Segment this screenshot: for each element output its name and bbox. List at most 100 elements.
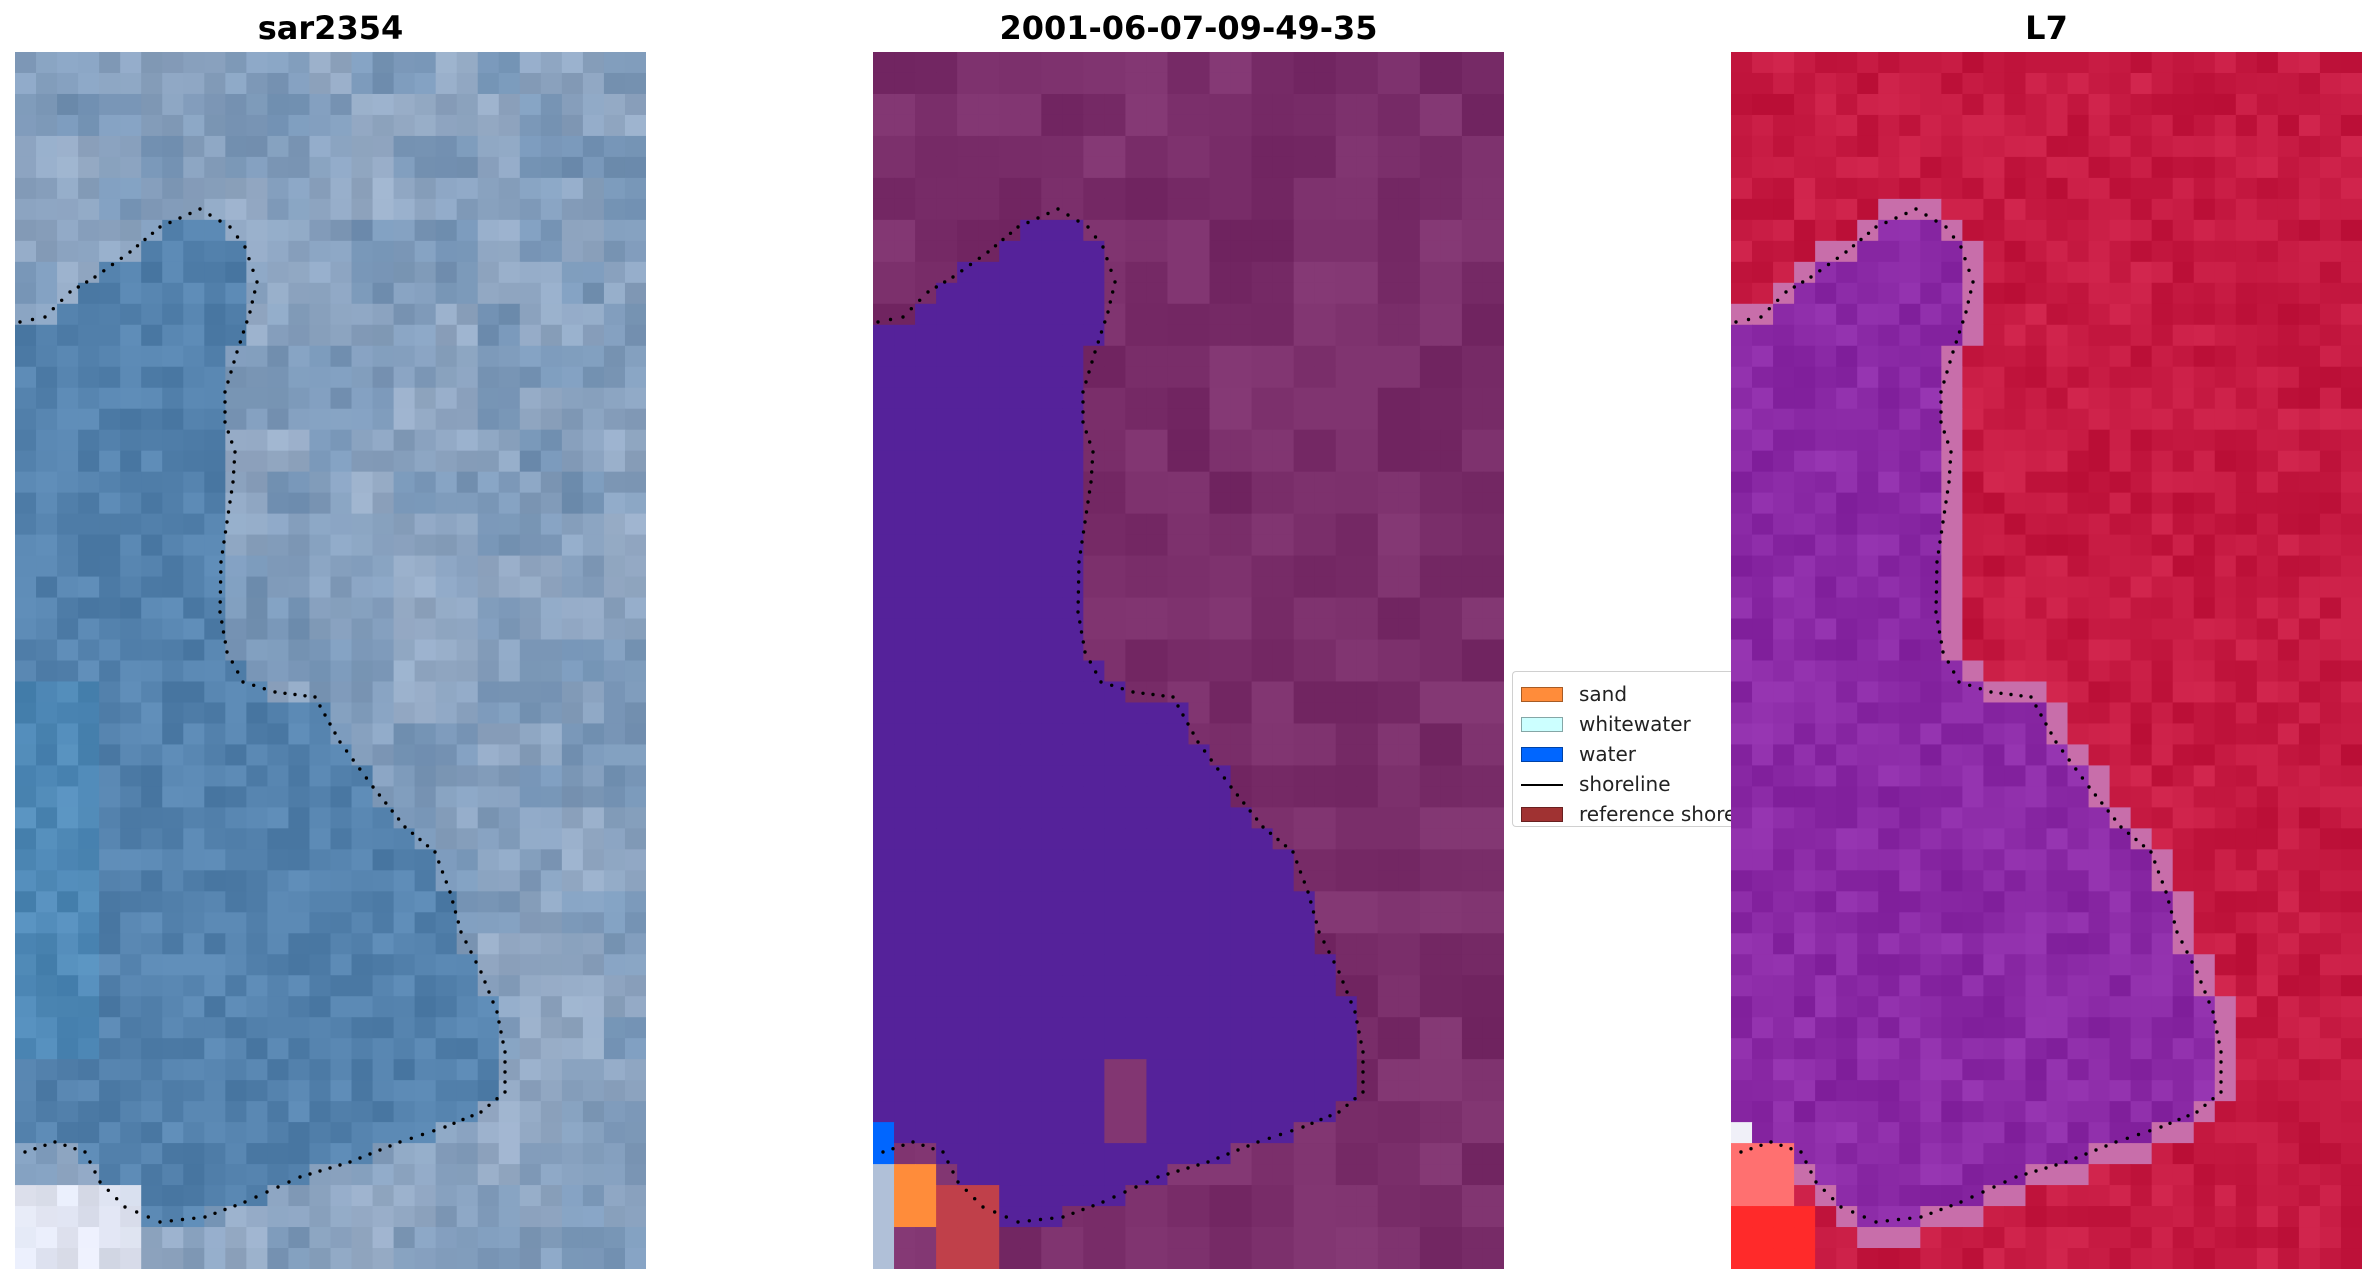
rgb-pixel: [582, 681, 605, 704]
class-pixel: [1335, 618, 1358, 641]
index-pixel: [1983, 1059, 2006, 1081]
rgb-pixel: [225, 912, 247, 934]
index-pixel: [2088, 303, 2111, 326]
index-pixel: [1857, 639, 1879, 662]
class-pixel: [1272, 1038, 1295, 1060]
class-pixel: [1188, 849, 1211, 871]
index-pixel: [2151, 534, 2174, 557]
rgb-pixel: [561, 135, 584, 158]
class-pixel: [1398, 1185, 1421, 1207]
rgb-pixel: [330, 324, 353, 347]
rgb-pixel: [393, 534, 416, 557]
index-pixel: [1752, 534, 1774, 557]
index-pixel: [2046, 996, 2069, 1018]
class-pixel: [1251, 849, 1274, 871]
index-pixel: [2340, 534, 2362, 557]
class-pixel: [1356, 1248, 1379, 1269]
rgb-pixel: [414, 849, 437, 871]
rgb-pixel: [36, 408, 58, 431]
class-pixel: [1104, 324, 1126, 347]
index-pixel: [1899, 639, 1921, 662]
class-pixel: [1167, 870, 1190, 892]
class-pixel: [1293, 723, 1316, 746]
rgb-pixel: [78, 639, 100, 662]
class-pixel: [1377, 450, 1400, 473]
rgb-pixel: [78, 954, 100, 976]
rgb-pixel: [141, 408, 163, 431]
rgb-pixel: [477, 933, 500, 955]
index-pixel: [2298, 177, 2321, 200]
class-pixel: [1083, 1017, 1105, 1039]
index-pixel: [1731, 324, 1753, 347]
index-pixel: [2298, 996, 2321, 1018]
index-pixel: [2193, 975, 2216, 997]
class-pixel: [1062, 114, 1084, 137]
class-pixel: [1104, 933, 1126, 955]
index-pixel: [1962, 492, 1984, 515]
index-pixel: [1752, 198, 1774, 221]
class-pixel: [1083, 135, 1105, 158]
rgb-pixel: [393, 1248, 416, 1269]
rgb-pixel: [141, 324, 163, 347]
rgb-pixel: [267, 1122, 290, 1144]
class-pixel: [1272, 765, 1295, 787]
rgb-pixel: [15, 429, 37, 452]
class-pixel: [1062, 1206, 1084, 1228]
rgb-pixel: [477, 492, 500, 515]
class-pixel: [1167, 1080, 1190, 1102]
rgb-pixel: [477, 219, 500, 242]
class-pixel: [936, 345, 958, 368]
class-pixel: [1314, 849, 1337, 871]
class-pixel: [1167, 324, 1190, 347]
rgb-pixel: [78, 702, 100, 725]
index-pixel: [2088, 93, 2111, 116]
index-pixel: [1836, 765, 1858, 787]
rgb-pixel: [246, 891, 268, 913]
rgb-pixel: [162, 177, 184, 200]
rgb-pixel: [393, 387, 416, 410]
rgb-pixel: [624, 324, 646, 347]
index-pixel: [2109, 807, 2132, 829]
class-pixel: [1440, 912, 1463, 934]
index-pixel: [2319, 618, 2342, 641]
rgb-pixel: [351, 1248, 374, 1269]
index-pixel: [2046, 702, 2069, 725]
rgb-pixel: [120, 807, 142, 829]
rgb-pixel: [120, 660, 142, 683]
rgb-pixel: [351, 912, 374, 934]
class-pixel: [1104, 156, 1126, 179]
index-pixel: [1983, 198, 2006, 221]
index-pixel: [1941, 849, 1963, 871]
index-pixel: [2067, 702, 2090, 725]
rgb-pixel: [15, 408, 37, 431]
class-pixel: [936, 1164, 958, 1186]
class-pixel: [1104, 513, 1126, 536]
class-pixel: [894, 1185, 916, 1207]
rgb-pixel: [519, 135, 542, 158]
index-pixel: [2319, 660, 2342, 683]
index-pixel: [1878, 618, 1900, 641]
class-pixel: [1272, 1017, 1295, 1039]
class-pixel: [1230, 660, 1253, 683]
rgb-pixel: [267, 681, 290, 704]
rgb-pixel: [267, 891, 290, 913]
class-pixel: [1251, 765, 1274, 787]
rgb-pixel: [183, 1080, 205, 1102]
class-pixel: [1209, 870, 1232, 892]
index-pixel: [2193, 492, 2216, 515]
class-pixel: [1356, 450, 1379, 473]
class-pixel: [1209, 177, 1232, 200]
rgb-pixel: [456, 408, 479, 431]
index-pixel: [1941, 639, 1963, 662]
index-pixel: [2046, 492, 2069, 515]
class-pixel: [1020, 471, 1042, 494]
class-pixel: [1335, 345, 1358, 368]
class-pixel: [1209, 891, 1232, 913]
class-pixel: [978, 660, 1000, 683]
index-pixel: [1857, 1059, 1879, 1081]
index-pixel: [1962, 72, 1984, 95]
class-pixel: [873, 618, 895, 641]
rgb-pixel: [267, 912, 290, 934]
class-pixel: [1062, 72, 1084, 95]
index-pixel: [1899, 744, 1921, 767]
